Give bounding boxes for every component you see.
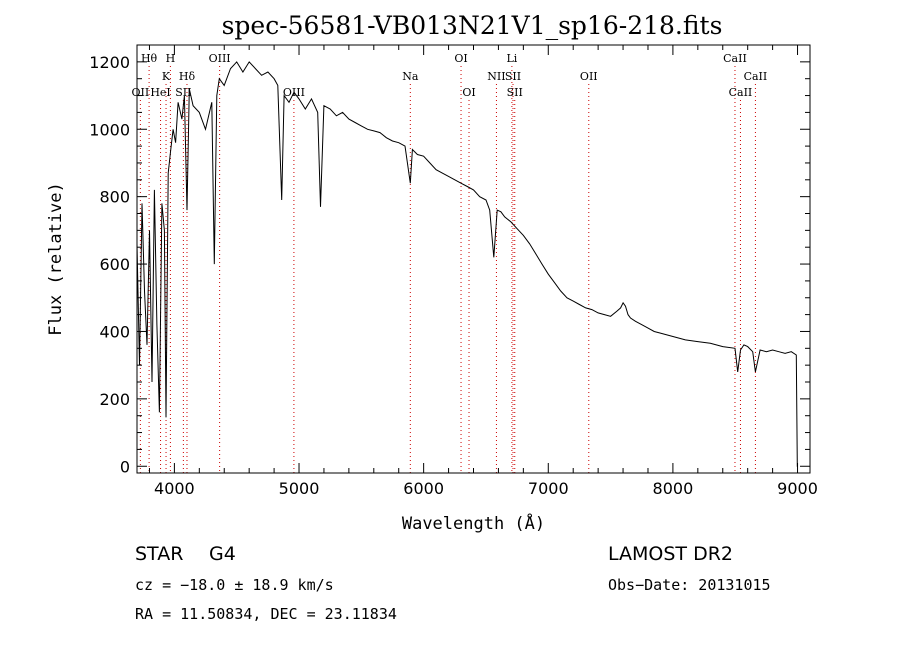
y-tick-label: 200 <box>99 390 130 409</box>
y-tick-label: 1000 <box>89 120 130 139</box>
line-marker-label: OIII <box>209 52 231 65</box>
object-type: STAR <box>135 543 184 565</box>
x-tick-label: 7000 <box>528 479 569 498</box>
line-marker-label: H <box>166 52 176 65</box>
line-marker-label: Li <box>506 52 517 65</box>
spectrum-line <box>136 61 798 467</box>
spectral-subclass: G4 <box>209 543 236 565</box>
line-marker-label: NII <box>487 70 505 83</box>
x-tick-label: 4000 <box>154 479 195 498</box>
y-tick-label: 1200 <box>89 53 130 72</box>
spectrum-series <box>136 61 798 467</box>
line-marker-label: Hθ <box>141 52 158 65</box>
line-marker-label: CaII <box>744 70 768 83</box>
y-axis-label: Flux (relative) <box>46 182 66 336</box>
survey-name: LAMOST DR2 <box>608 543 733 565</box>
line-marker-label: Hδ <box>179 70 196 83</box>
line-marker-label: OII <box>580 70 598 83</box>
line-marker-label: SII <box>505 70 521 83</box>
line-marker-label: OI <box>454 52 467 65</box>
line-marker-label: CaII <box>729 86 753 99</box>
line-marker-label: CaII <box>723 52 747 65</box>
redshift-value: cz = −18.0 ± 18.9 km/s <box>135 576 334 594</box>
x-tick-label: 9000 <box>777 479 818 498</box>
line-marker-label: OII <box>132 86 150 99</box>
x-tick-label: 8000 <box>653 479 694 498</box>
chart-title: spec-56581-VB013N21V1_sp16-218.fits <box>222 11 723 40</box>
y-tick-label: 600 <box>99 255 130 274</box>
x-tick-label: 6000 <box>403 479 444 498</box>
x-tick-label: 5000 <box>279 479 320 498</box>
line-marker-label: OI <box>462 86 475 99</box>
line-marker-label: Na <box>402 70 419 83</box>
line-marker-label: HeI <box>150 86 170 99</box>
line-marker-label: SII <box>175 86 191 99</box>
plot-frame <box>136 44 811 474</box>
line-marker-label: SII <box>507 86 523 99</box>
y-tick-label: 0 <box>120 457 130 476</box>
y-tick-label: 800 <box>99 188 130 207</box>
line-marker-label: K <box>162 70 171 83</box>
observation-date: Obs−Date: 20131015 <box>608 576 771 594</box>
y-tick-label: 400 <box>99 322 130 341</box>
sky-coordinates: RA = 11.50834, DEC = 23.11834 <box>135 605 397 623</box>
x-axis-label: Wavelength (Å) <box>402 512 545 534</box>
axis-ticks: 4000 5000 6000 7000 8000 9000 0 200 400 600 800 100… <box>89 45 818 498</box>
